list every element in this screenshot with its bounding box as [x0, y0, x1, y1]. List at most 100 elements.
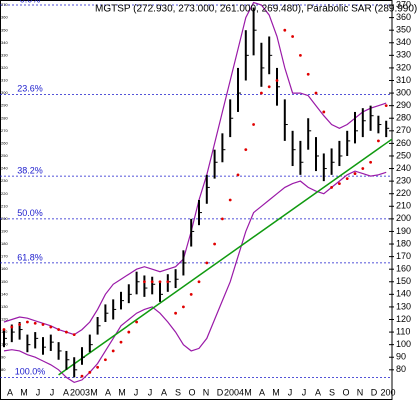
price-bar: [229, 99, 234, 138]
price-bar: [369, 105, 374, 131]
price-bar: [120, 291, 124, 310]
price-bar: [276, 67, 280, 106]
x-tick-label: J: [148, 387, 153, 397]
y-tick-label-left: 90: [1, 354, 6, 359]
price-bar: [198, 200, 202, 226]
sar-dot: [275, 79, 279, 82]
sar-dot: [49, 325, 53, 329]
price-bar: [299, 140, 304, 175]
y-tick-label-left: 360: [1, 15, 8, 20]
sar-dot: [166, 280, 170, 284]
sar-dot: [111, 349, 115, 353]
y-tick-label-left: 130: [1, 304, 8, 309]
x-tick-label: O: [188, 387, 195, 397]
price-bar: [127, 284, 132, 304]
y-tick-label-left: 230: [1, 178, 8, 183]
sar-dot: [96, 365, 99, 369]
y-tick-label-left: 330: [1, 52, 8, 57]
sar-dot: [127, 330, 131, 334]
y-tick-label: 300: [396, 87, 411, 97]
price-bar: [221, 133, 226, 163]
y-tick-label-left: 180: [1, 241, 8, 246]
price-bar: [135, 271, 140, 295]
trendline: [58, 138, 392, 376]
x-tick-label: O: [342, 387, 349, 397]
price-bar: [159, 281, 163, 302]
price-bar: [81, 347, 85, 365]
y-tick-label: 360: [396, 12, 411, 22]
y-tick-label: 230: [396, 176, 411, 186]
sar-dot: [18, 323, 21, 326]
price-bar: [57, 342, 62, 360]
sar-dot: [119, 340, 123, 344]
sar-dot: [143, 280, 146, 284]
y-tick-label: 210: [396, 201, 411, 211]
y-tick-label: 100: [396, 339, 411, 349]
y-tick-label: 160: [396, 264, 411, 274]
sar-dot: [41, 323, 45, 326]
price-bar: [252, 7, 257, 56]
x-tick-label: 200: [380, 387, 395, 397]
price-bar: [338, 140, 343, 167]
axis: 80 80 90 90 100 100 110 110 120 120 130 130 140 140 15…: [1, 0, 411, 397]
price-bar: [237, 67, 241, 112]
y-tick-label-left: 270: [1, 128, 8, 133]
plot-area: 0.0% 23.6% 38.2% 50.0% 61.8% 100.0%: [0, 0, 392, 384]
y-tick-label-left: 340: [1, 40, 8, 45]
y-tick-label: 190: [396, 226, 411, 236]
sar-dot: [369, 160, 372, 164]
y-tick-label-left: 80: [1, 367, 6, 372]
y-tick-label-left: 170: [1, 254, 8, 259]
y-tick-label-left: 290: [1, 103, 8, 108]
x-tick-label: M: [272, 387, 280, 397]
x-tick-label: A: [105, 387, 111, 397]
x-tick-label: 2003: [70, 387, 90, 397]
chart-title: MGTSP (272.930, 273.000, 261.000, 269.48…: [95, 4, 417, 15]
price-bar: [26, 334, 31, 353]
price-bar: [213, 149, 218, 179]
x-tick-label: S: [175, 387, 181, 397]
price-bar: [73, 357, 78, 378]
sar-dot: [228, 198, 232, 202]
sar-dot: [322, 110, 326, 114]
y-tick-label: 290: [396, 100, 411, 110]
sar-dot: [182, 305, 185, 309]
sar-dot: [252, 123, 256, 126]
y-tick-label-left: 370: [1, 2, 8, 7]
sar-dot: [236, 173, 240, 177]
x-tick-label: M: [118, 387, 126, 397]
fib-label: 61.8%: [17, 252, 43, 262]
sar-dot: [72, 333, 76, 336]
sar-dot: [306, 72, 310, 76]
price-bar: [244, 30, 249, 81]
y-tick-label: 200: [396, 213, 411, 223]
price-bar: [42, 337, 46, 355]
sar-dot: [150, 280, 154, 284]
x-tick-label: M: [244, 387, 252, 397]
y-tick-label-left: 250: [1, 153, 8, 158]
x-tick-label: J: [36, 387, 41, 397]
price-bar: [182, 250, 187, 276]
price-bar: [315, 137, 319, 172]
y-tick-label-left: 100: [1, 342, 8, 347]
x-tick-label: N: [203, 387, 210, 397]
x-tick-label: A: [259, 387, 265, 397]
price-bar: [190, 218, 195, 247]
y-tick-label-left: 310: [1, 78, 8, 83]
y-tick-label: 270: [396, 125, 411, 135]
sar-dot: [377, 139, 380, 143]
sar-dot: [88, 370, 92, 374]
price-bar: [112, 299, 117, 320]
y-tick-label: 180: [396, 238, 411, 248]
x-tick-label: A: [7, 387, 13, 397]
price-bar: [283, 99, 288, 141]
bollinger-lower: [3, 170, 387, 384]
price-bar: [346, 130, 351, 156]
sar-dot: [361, 167, 365, 170]
sar-dot: [267, 85, 271, 89]
y-tick-label: 80: [396, 364, 406, 374]
plot-frame: [0, 0, 393, 400]
x-tick-label: A: [161, 387, 167, 397]
y-tick-label-left: 350: [1, 27, 8, 32]
